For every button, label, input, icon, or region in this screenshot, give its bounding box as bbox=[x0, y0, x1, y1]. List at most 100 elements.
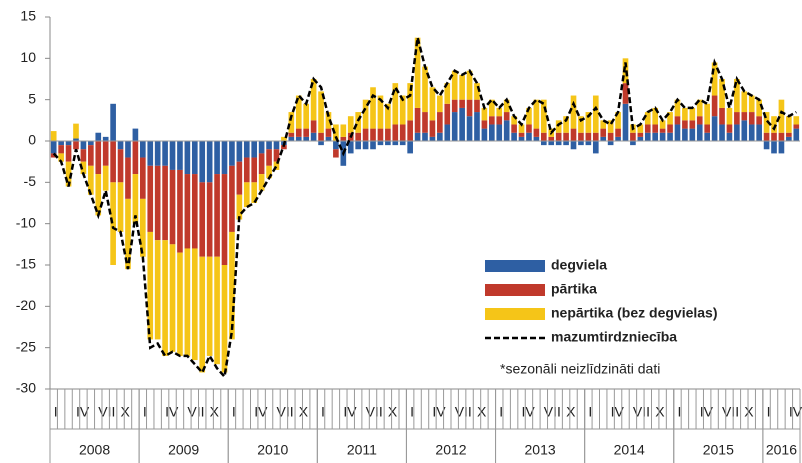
bar bbox=[281, 136, 287, 141]
bar bbox=[385, 103, 391, 129]
x-tick-label: X bbox=[477, 404, 487, 420]
bar bbox=[392, 124, 399, 141]
bar bbox=[303, 136, 310, 141]
y-tick-label: 5 bbox=[28, 90, 36, 106]
bar bbox=[147, 141, 154, 166]
bar bbox=[741, 120, 748, 141]
bar bbox=[585, 141, 592, 146]
x-tick-label: VII bbox=[722, 404, 739, 420]
bar bbox=[578, 132, 584, 141]
bar bbox=[50, 131, 57, 141]
bar bbox=[763, 112, 770, 133]
bar bbox=[444, 124, 451, 141]
bar bbox=[110, 103, 116, 141]
bar bbox=[429, 120, 436, 137]
bar bbox=[370, 87, 376, 129]
bar bbox=[726, 132, 733, 141]
bar bbox=[451, 70, 458, 100]
bar bbox=[570, 128, 577, 141]
bar bbox=[117, 149, 124, 183]
x-tick-label: X bbox=[566, 404, 576, 420]
bar bbox=[110, 141, 116, 183]
year-label: 2012 bbox=[435, 442, 466, 458]
bar bbox=[125, 157, 131, 199]
bar bbox=[162, 240, 168, 356]
bar bbox=[147, 231, 154, 340]
bar bbox=[793, 128, 800, 141]
bar bbox=[399, 95, 406, 125]
bar bbox=[726, 107, 733, 125]
bar bbox=[704, 124, 710, 133]
bar bbox=[518, 132, 525, 137]
bar bbox=[288, 112, 295, 133]
bar bbox=[362, 141, 369, 150]
x-tick-label: I bbox=[232, 404, 236, 420]
x-tick-label: X bbox=[299, 404, 309, 420]
bar bbox=[169, 141, 176, 170]
bar bbox=[355, 132, 361, 141]
bar bbox=[474, 99, 480, 113]
bar bbox=[303, 128, 310, 137]
bar bbox=[125, 198, 131, 270]
x-tick-label: I bbox=[767, 404, 771, 420]
bar bbox=[682, 120, 688, 129]
bar bbox=[177, 141, 183, 170]
bar bbox=[191, 248, 198, 361]
year-label: 2010 bbox=[257, 442, 288, 458]
bar bbox=[682, 128, 688, 141]
bar bbox=[258, 153, 265, 175]
bar bbox=[734, 79, 740, 113]
bar bbox=[518, 124, 525, 133]
y-tick-label: 0 bbox=[28, 132, 36, 148]
bar bbox=[540, 132, 547, 141]
x-tick-label: IV bbox=[165, 404, 179, 420]
bar bbox=[422, 112, 428, 133]
year-label: 2016 bbox=[766, 442, 797, 458]
bar bbox=[496, 107, 503, 117]
bar bbox=[459, 74, 465, 100]
bar bbox=[637, 132, 644, 137]
bar bbox=[140, 157, 146, 199]
bar bbox=[132, 128, 139, 141]
bar bbox=[214, 141, 220, 175]
bar bbox=[786, 136, 792, 141]
bar bbox=[65, 161, 72, 187]
bar bbox=[422, 132, 428, 141]
bar bbox=[117, 141, 124, 150]
bar bbox=[689, 107, 696, 121]
x-tick-label: X bbox=[210, 404, 220, 420]
bar bbox=[585, 112, 592, 133]
bar bbox=[362, 99, 369, 129]
year-label: 2008 bbox=[79, 442, 110, 458]
legend-label: nepārtika (bez degvielas) bbox=[551, 305, 718, 321]
bar bbox=[682, 107, 688, 121]
bar bbox=[88, 141, 94, 146]
year-label: 2015 bbox=[703, 442, 734, 458]
bar bbox=[474, 83, 480, 100]
bar bbox=[318, 91, 324, 133]
bar bbox=[793, 116, 800, 125]
bar bbox=[310, 132, 317, 141]
bar bbox=[771, 116, 777, 133]
x-tick-label: I bbox=[499, 404, 503, 420]
bar bbox=[362, 128, 369, 141]
bar bbox=[392, 83, 399, 125]
bar bbox=[526, 132, 532, 141]
bar bbox=[637, 124, 644, 133]
bar bbox=[385, 128, 391, 141]
bar bbox=[652, 124, 659, 133]
y-tick-label: 15 bbox=[20, 8, 36, 24]
bar bbox=[630, 141, 636, 146]
bar bbox=[340, 124, 347, 137]
bar bbox=[266, 165, 272, 179]
bar bbox=[674, 116, 681, 125]
bar bbox=[88, 145, 94, 166]
bar bbox=[719, 79, 725, 108]
legend-label: pārtika bbox=[551, 281, 597, 297]
bar bbox=[563, 132, 569, 141]
bar bbox=[496, 116, 503, 125]
bar bbox=[177, 252, 183, 356]
bar bbox=[258, 141, 265, 154]
bar bbox=[496, 124, 503, 141]
legend-swatch bbox=[485, 260, 545, 272]
